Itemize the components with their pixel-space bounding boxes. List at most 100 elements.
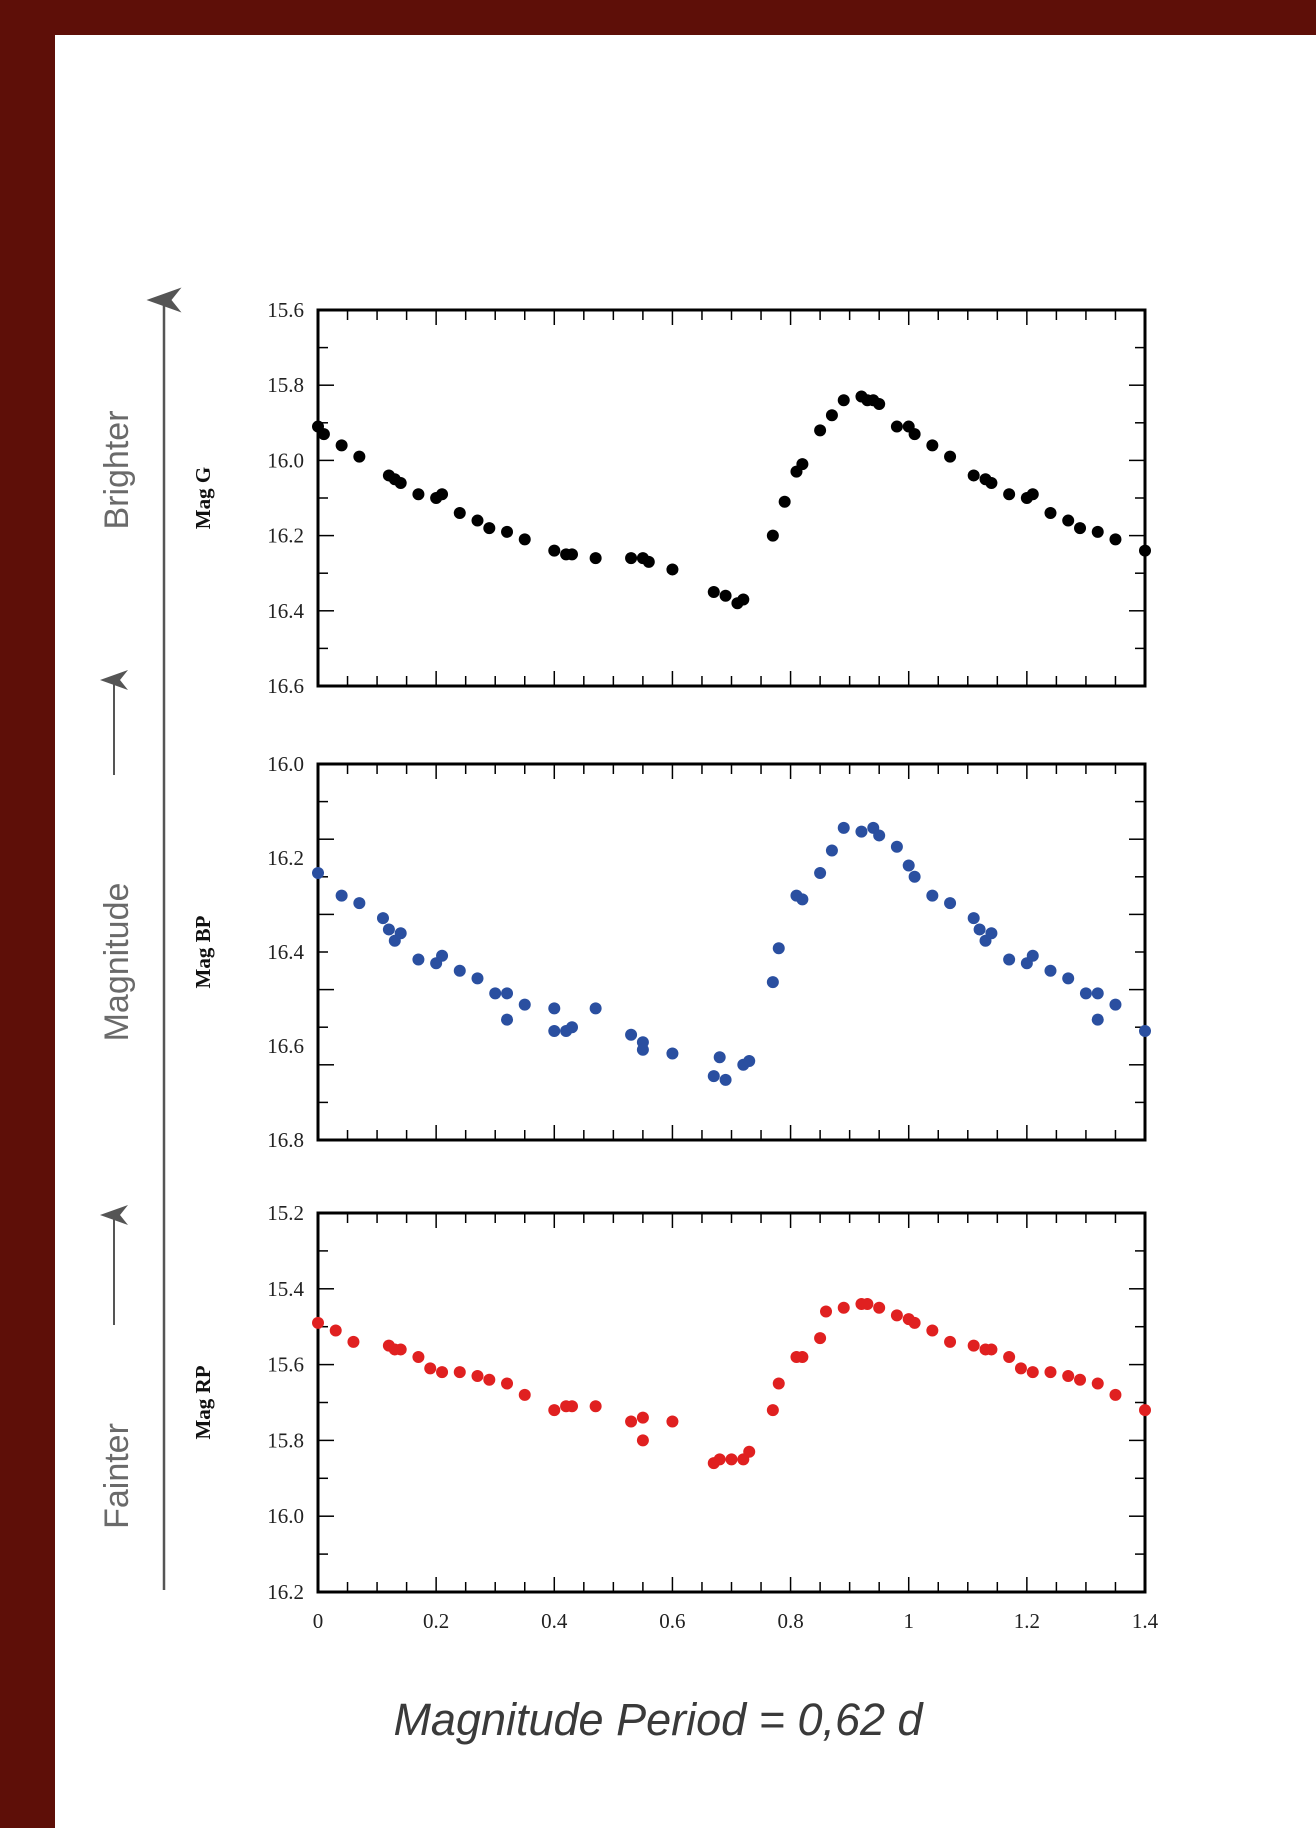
x-tick-label: 0 [313,1609,324,1633]
data-point [908,428,921,441]
data-point [382,923,395,936]
data-point [483,522,496,535]
data-point [902,859,915,872]
data-point [1139,1404,1151,1417]
x-tick-label: 0.8 [777,1609,803,1633]
data-point [436,488,449,501]
data-point [837,394,850,407]
data-point [967,469,980,482]
data-point [1062,1369,1075,1382]
side-label-fainter: Fainter [98,1423,136,1529]
y-axis-label: Mag RP [191,1365,215,1439]
data-point [317,428,330,441]
data-point [489,987,502,1000]
data-point [796,458,809,471]
data-point [766,976,779,989]
data-point [1062,514,1075,527]
data-point [394,1343,407,1356]
data-point [873,1301,886,1314]
data-point [453,964,466,977]
data-point [566,1400,579,1413]
data-point [501,987,514,1000]
y-tick-label: 16.0 [267,752,304,776]
y-tick-label: 16.6 [267,1034,304,1058]
data-point [766,529,779,542]
data-point [1139,544,1151,557]
data-point [376,912,389,925]
y-tick-label: 15.8 [267,373,304,397]
data-point [855,825,868,838]
data-point [394,927,407,940]
data-point [1079,987,1092,1000]
data-point [908,1316,921,1329]
data-point [436,1366,449,1379]
data-point [985,476,998,489]
data-point [778,495,791,508]
data-point [471,1369,484,1382]
data-point [861,1297,874,1310]
data-point [483,1373,496,1386]
data-point [666,1415,679,1428]
panel-mag-rp: 15.2 15.4 15.6 15.8 16.0 16.2 0 0.2 0.4 0.6 0.8 1 1.… [191,1201,1159,1633]
data-point [1074,522,1087,535]
data-point [737,593,750,606]
data-point [825,844,838,857]
data-point [796,1351,809,1364]
y-tick-label: 16.6 [267,674,304,698]
data-point [820,1305,833,1318]
data-point [518,533,531,546]
data-point [548,1002,561,1015]
data-point [766,1404,779,1417]
data-point [873,829,886,842]
data-point [1139,1024,1151,1037]
data-point [353,450,366,463]
data-point [347,1335,360,1348]
data-point [719,589,732,602]
data-point [1091,525,1104,538]
x-tick-label: 0.6 [659,1609,685,1633]
x-tick-label: 1 [903,1609,914,1633]
data-point [973,923,986,936]
data-point [412,953,425,966]
y-tick-label: 16.0 [267,1504,304,1528]
data-point [1044,964,1057,977]
data-point [589,552,602,565]
data-point [772,1377,785,1390]
data-point [625,1028,638,1041]
data-point [589,1400,602,1413]
data-point [312,867,324,880]
data-point [636,1043,649,1056]
data-point [1109,1388,1122,1401]
y-tick-label: 15.6 [267,1353,304,1377]
data-point [743,1055,756,1068]
y-axis-label: Mag G [191,467,215,529]
data-point [908,870,921,883]
data-point [548,1404,561,1417]
data-point [518,1388,531,1401]
data-point [1014,1362,1027,1375]
data-point [707,586,720,598]
data-point [1091,987,1104,1000]
data-point [1044,507,1057,520]
data-point [636,1434,649,1447]
data-point [501,525,514,538]
data-point [926,889,939,902]
data-point [1003,488,1016,501]
data-point [412,1351,425,1364]
data-point [814,867,827,880]
x-tick-label: 1.4 [1132,1609,1159,1633]
data-point [589,1002,602,1015]
data-point [1074,1373,1087,1386]
data-point [1109,533,1122,546]
data-point [501,1013,514,1026]
data-point [873,398,886,410]
data-point [719,1073,732,1086]
data-point [1026,1366,1039,1379]
data-point [944,1335,957,1348]
data-point [1044,1366,1057,1379]
data-point [967,912,980,925]
panel-mag-bp: 16.0 16.2 16.4 16.6 16.8 Mag BP [191,752,1151,1152]
data-point [666,563,679,576]
data-point [890,840,903,853]
